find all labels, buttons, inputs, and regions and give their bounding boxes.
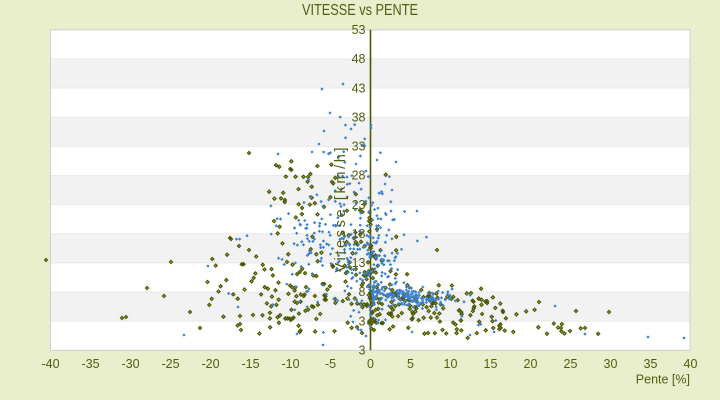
svg-text:48: 48	[352, 52, 366, 66]
svg-text:0: 0	[367, 357, 374, 371]
svg-text:13: 13	[352, 256, 366, 270]
svg-text:35: 35	[644, 357, 658, 371]
svg-text:-30: -30	[121, 357, 139, 371]
svg-text:-25: -25	[161, 357, 179, 371]
svg-text:23: 23	[352, 198, 366, 212]
svg-text:-20: -20	[201, 357, 219, 371]
svg-text:10: 10	[444, 357, 458, 371]
svg-text:3: 3	[359, 344, 366, 358]
svg-text:-5: -5	[325, 357, 336, 371]
svg-text:Vitesse [km/h]: Vitesse [km/h]	[333, 148, 349, 273]
svg-text:15: 15	[484, 357, 498, 371]
svg-text:40: 40	[684, 357, 698, 371]
svg-text:33: 33	[352, 140, 366, 154]
svg-text:-35: -35	[81, 357, 99, 371]
svg-text:30: 30	[604, 357, 618, 371]
svg-text:Pente [%]: Pente [%]	[636, 373, 690, 387]
svg-text:-15: -15	[241, 357, 259, 371]
svg-text:5: 5	[407, 357, 414, 371]
svg-text:25: 25	[564, 357, 578, 371]
svg-text:28: 28	[352, 169, 366, 183]
svg-text:18: 18	[352, 227, 366, 241]
svg-text:-40: -40	[41, 357, 59, 371]
svg-text:3: 3	[359, 314, 366, 328]
svg-text:VITESSE vs PENTE: VITESSE vs PENTE	[302, 2, 418, 19]
svg-text:53: 53	[352, 23, 366, 37]
svg-text:8: 8	[359, 285, 366, 299]
svg-text:38: 38	[352, 110, 366, 124]
svg-text:20: 20	[524, 357, 538, 371]
svg-text:-10: -10	[281, 357, 299, 371]
svg-text:43: 43	[352, 81, 366, 95]
